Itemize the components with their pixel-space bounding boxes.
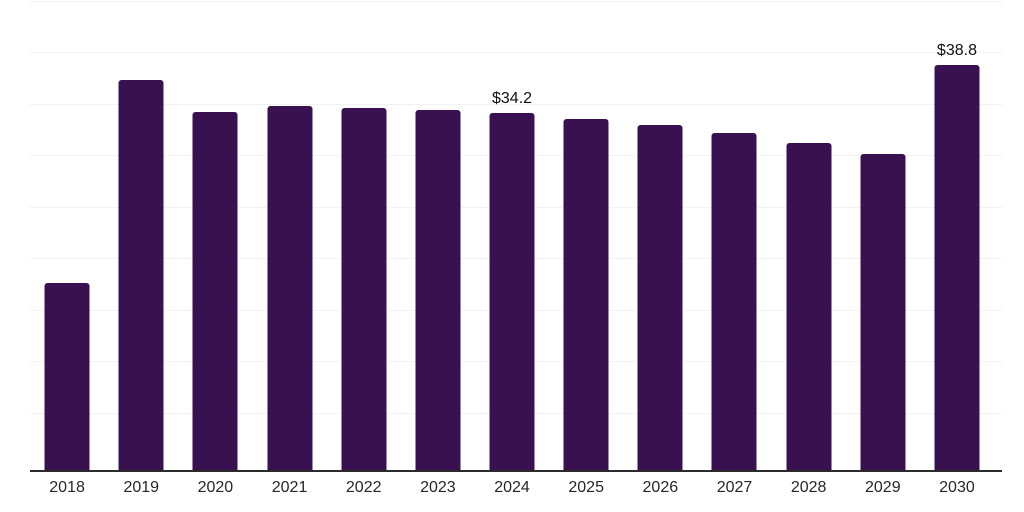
x-tick-label-2018: 2018 [49,479,85,496]
x-tick-label-2025: 2025 [568,479,604,496]
bar-2018[interactable] [44,283,90,470]
bar-2020[interactable] [192,112,238,470]
bar-2027[interactable] [711,133,757,470]
x-axis-labels: 2018 2019 2020 2021 2022 2023 2024 2025 2026 2027… [30,478,994,497]
x-tick-label-2022: 2022 [345,479,382,496]
bar-column-2019 [104,0,178,470]
bar-column-2018 [30,0,104,470]
bar-2023[interactable] [415,110,461,470]
bar-column-2029 [846,0,920,470]
gridline [30,103,1002,105]
bar-2019[interactable] [118,80,164,470]
bar-2021[interactable] [267,106,313,470]
x-tick-label-2030: 2030 [939,479,975,496]
x-tick-label-2019: 2019 [123,479,160,496]
bar-2024[interactable] [489,113,535,470]
x-tick-label-2023: 2023 [420,479,456,496]
x-tick-label-2021: 2021 [271,479,308,496]
bar-2028[interactable] [786,143,832,470]
bar-2030[interactable] [934,65,980,470]
bar-column-2030: $38.8 [920,0,994,470]
bar-2022[interactable] [341,108,387,470]
x-tick-label-2027: 2027 [716,479,753,496]
bar-column-2027 [697,0,771,470]
bar-2026[interactable] [637,125,683,470]
x-tick-label-2026: 2026 [642,479,679,496]
bar-column-2020 [178,0,252,470]
x-tick-label-2024: 2024 [494,479,530,496]
bar-2029[interactable] [860,154,906,470]
bar-column-2026 [623,0,697,470]
gridline [30,0,1002,2]
bar-column-2024: $34.2 [475,0,549,470]
bar-column-2023 [401,0,475,470]
bar-2025[interactable] [563,119,609,470]
bar-value-label-2030: $38.8 [936,42,977,59]
gridline [30,52,1002,53]
x-tick-label-2020: 2020 [197,479,234,496]
x-tick-label-2029: 2029 [865,479,901,496]
plot-area: $34.2 $38.8 [30,0,1002,472]
bar-column-2025 [549,0,623,470]
bar-column-2021 [252,0,326,470]
bars: $34.2 $38.8 [30,0,994,470]
bar-column-2022 [327,0,401,470]
bar-column-2028 [772,0,846,470]
bar-value-label-2024: $34.2 [491,90,533,107]
x-tick-label-2028: 2028 [790,479,827,496]
